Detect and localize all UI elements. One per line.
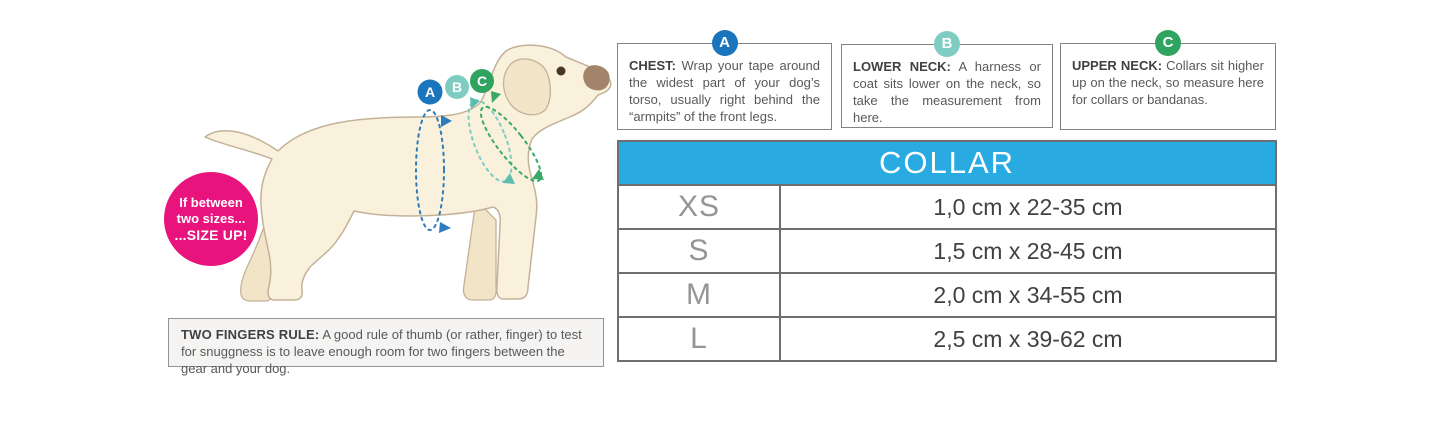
upper-neck-text: Collars sit higher up on the neck, so me… [1072,58,1264,107]
lower-neck-label: LOWER NECK: [853,59,951,74]
size-up-badge: If between two sizes... ...SIZE UP! [164,172,258,266]
measurement-cell: 1,5 cm x 28-45 cm [933,237,1123,264]
chest-label: CHEST: [629,58,676,73]
upper-neck-marker-badge: C [1155,30,1181,56]
size-cell: XS [619,186,781,228]
measurement-cell: 2,5 cm x 39-62 cm [933,325,1123,352]
two-fingers-rule-text: A good rule of thumb (or rather, finger)… [181,327,582,376]
badge-line-2: two sizes... [176,211,246,226]
table-row: S 1,5 cm x 28-45 cm [619,228,1275,272]
lower-neck-arrow-bottom [503,173,515,184]
lower-neck-arrow-top [470,97,480,109]
chest-text: Wrap your tape around the widest part of… [629,58,820,124]
size-cell: S [619,230,781,272]
dog-eye [556,66,566,76]
table-row: XS 1,0 cm x 22-35 cm [619,184,1275,228]
upper-neck-arrow-bottom [532,169,544,180]
upper-neck-info-box: C UPPER NECK: Collars sit higher up on t… [1060,30,1276,130]
dog-marker-b-letter: B [452,79,462,95]
dog-marker-c-letter: C [477,73,487,89]
lower-neck-text: A harness or coat sits lower on the neck… [853,59,1041,125]
upper-neck-label: UPPER NECK: [1072,58,1163,73]
collar-size-table: COLLAR XS 1,0 cm x 22-35 cm S 1,5 cm x 2… [617,140,1277,362]
dog-nose [583,65,610,91]
badge-line-1: If between [179,195,243,210]
chest-measure-band [415,109,445,231]
chest-info-box: A CHEST: Wrap your tape around the wides… [617,30,832,130]
chest-band-arrow-top [441,115,452,127]
two-fingers-rule-note: TWO FINGERS RULE: A good rule of thumb (… [168,318,604,376]
dog-illustration-icon: A B C [204,44,612,302]
chest-band-arrow-bottom [439,222,451,233]
size-cell: M [619,274,781,316]
lower-neck-info-box: B LOWER NECK: A harness or coat sits low… [841,31,1053,128]
dog-far-front-leg [462,198,497,301]
table-row: M 2,0 cm x 34-55 cm [619,272,1275,316]
size-cell: L [619,318,781,360]
badge-line-3: ...SIZE UP! [174,227,248,243]
dog-ear [502,58,552,116]
upper-neck-arrow-top [491,91,501,103]
table-row: L 2,5 cm x 39-62 cm [619,316,1275,360]
upper-neck-measure-band [479,105,543,183]
collar-table-header: COLLAR [619,142,1275,184]
measurement-cell: 2,0 cm x 34-55 cm [933,281,1123,308]
dog-marker-c: C [470,69,494,93]
measurement-cell: 1,0 cm x 22-35 cm [933,193,1123,220]
dog-body [204,44,612,301]
dog-marker-b: B [445,75,469,99]
lower-neck-marker-badge: B [934,31,960,57]
dog-marker-a: A [417,79,443,105]
two-fingers-rule-label: TWO FINGERS RULE: [181,327,320,342]
dog-measurement-diagram: A B C [158,25,620,317]
chest-marker-badge: A [711,30,738,56]
dog-marker-a-letter: A [425,84,435,100]
